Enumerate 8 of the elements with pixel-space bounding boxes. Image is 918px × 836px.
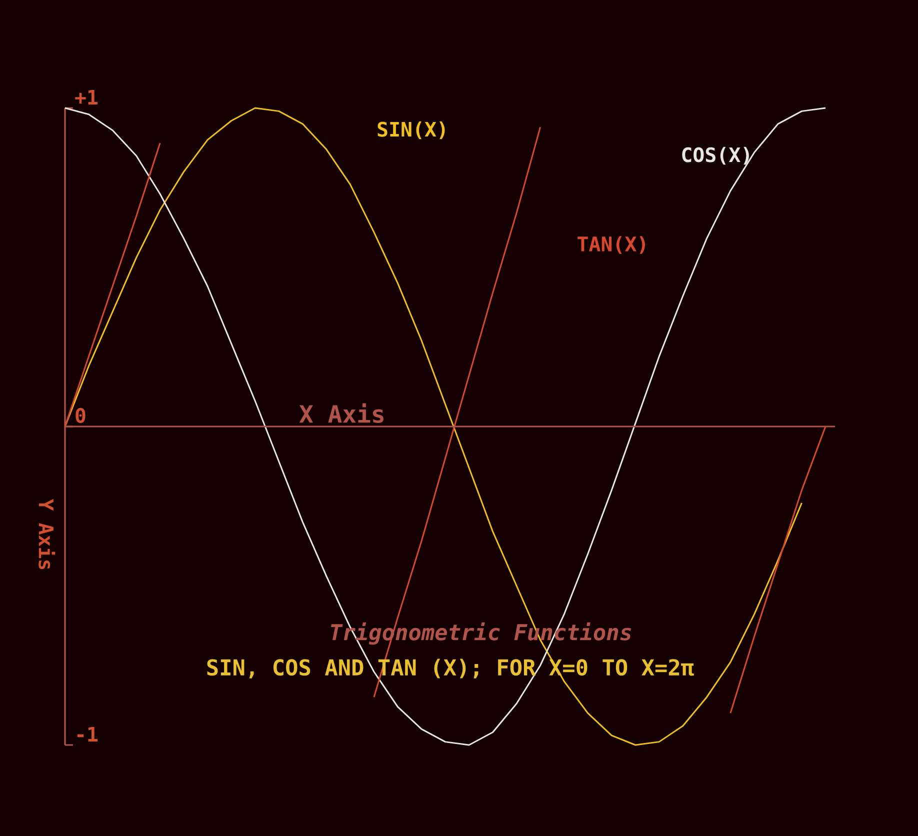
y-tick-label: +1 xyxy=(75,90,98,104)
y-tick-label: 0 xyxy=(76,408,86,423)
y-tick-label: -1 xyxy=(77,726,98,742)
x-axis-title: X Axis xyxy=(299,403,384,423)
text: SIN(X) xyxy=(378,121,445,140)
y-axis-title: Y Axis xyxy=(38,498,56,570)
series-label: COS(X) xyxy=(682,146,749,165)
text: TAN(X) xyxy=(578,236,645,254)
